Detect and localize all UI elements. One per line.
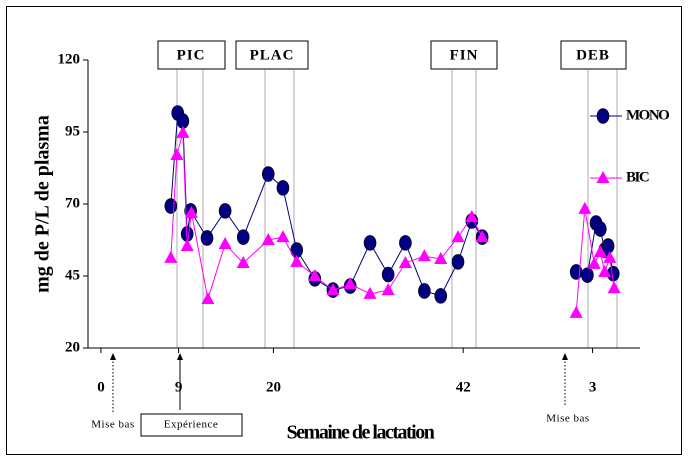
point bbox=[290, 254, 304, 267]
annotation-arrows bbox=[110, 353, 568, 437]
point bbox=[185, 205, 198, 218]
legend-marker bbox=[596, 171, 610, 183]
point bbox=[434, 252, 448, 265]
point bbox=[598, 264, 612, 277]
point bbox=[218, 237, 232, 250]
point bbox=[434, 288, 448, 304]
point bbox=[276, 230, 290, 243]
point bbox=[381, 283, 395, 296]
point bbox=[601, 238, 615, 254]
y-tick-label: 95 bbox=[65, 123, 80, 139]
point bbox=[363, 235, 377, 251]
y-axis-label: mg de P/L de plasma bbox=[32, 115, 54, 293]
x-tick-label: 3 bbox=[589, 379, 597, 395]
annotation: Mise bas bbox=[546, 413, 589, 425]
point bbox=[399, 235, 412, 251]
point bbox=[578, 201, 592, 214]
point bbox=[343, 277, 357, 290]
point bbox=[381, 266, 395, 283]
point bbox=[201, 292, 215, 305]
point bbox=[261, 233, 275, 245]
x-tick-label: 0 bbox=[97, 379, 105, 395]
y-tick-label: 20 bbox=[65, 339, 80, 355]
phase-label: FIN bbox=[450, 47, 479, 63]
point bbox=[465, 209, 479, 222]
point bbox=[200, 230, 214, 246]
point bbox=[326, 283, 340, 296]
point bbox=[451, 254, 465, 270]
phase-label: PLAC bbox=[250, 47, 295, 63]
point bbox=[451, 230, 465, 243]
phase-label: PIC bbox=[177, 47, 206, 63]
point bbox=[308, 269, 322, 281]
point bbox=[180, 239, 194, 252]
y-tick-label: 120 bbox=[58, 51, 81, 67]
point bbox=[164, 198, 178, 214]
point bbox=[176, 125, 190, 138]
y-tick-label: 45 bbox=[65, 267, 80, 283]
annotation: Mise bas bbox=[91, 419, 134, 431]
point bbox=[236, 256, 250, 269]
point bbox=[607, 281, 621, 294]
series-line bbox=[170, 132, 615, 313]
point bbox=[363, 286, 377, 299]
point bbox=[594, 221, 607, 237]
phase-lines bbox=[176, 70, 618, 348]
phase-boxes bbox=[157, 40, 627, 70]
point bbox=[164, 250, 178, 263]
point bbox=[236, 229, 250, 245]
point bbox=[218, 203, 232, 219]
point bbox=[418, 283, 431, 299]
x-tick-label: 9 bbox=[175, 379, 183, 395]
x-tick-label: 42 bbox=[456, 379, 471, 395]
legend-label: BIC bbox=[626, 169, 649, 185]
point bbox=[587, 256, 601, 269]
x-tick-label: 20 bbox=[266, 379, 281, 395]
point bbox=[569, 305, 583, 318]
point bbox=[593, 245, 607, 258]
frame bbox=[6, 6, 682, 455]
point bbox=[170, 148, 184, 161]
point bbox=[603, 250, 617, 263]
annotation: Expérience bbox=[164, 419, 218, 431]
point bbox=[398, 256, 412, 269]
legend-marker bbox=[596, 108, 610, 124]
point bbox=[417, 249, 431, 262]
phase-label: DEB bbox=[576, 47, 610, 63]
legend-label: MONO bbox=[626, 107, 669, 123]
point bbox=[581, 267, 594, 283]
point bbox=[475, 230, 489, 243]
point bbox=[276, 180, 290, 196]
x-axis-label: Semaine de lactation bbox=[287, 422, 435, 444]
point bbox=[261, 166, 275, 182]
y-tick-label: 70 bbox=[65, 195, 80, 211]
